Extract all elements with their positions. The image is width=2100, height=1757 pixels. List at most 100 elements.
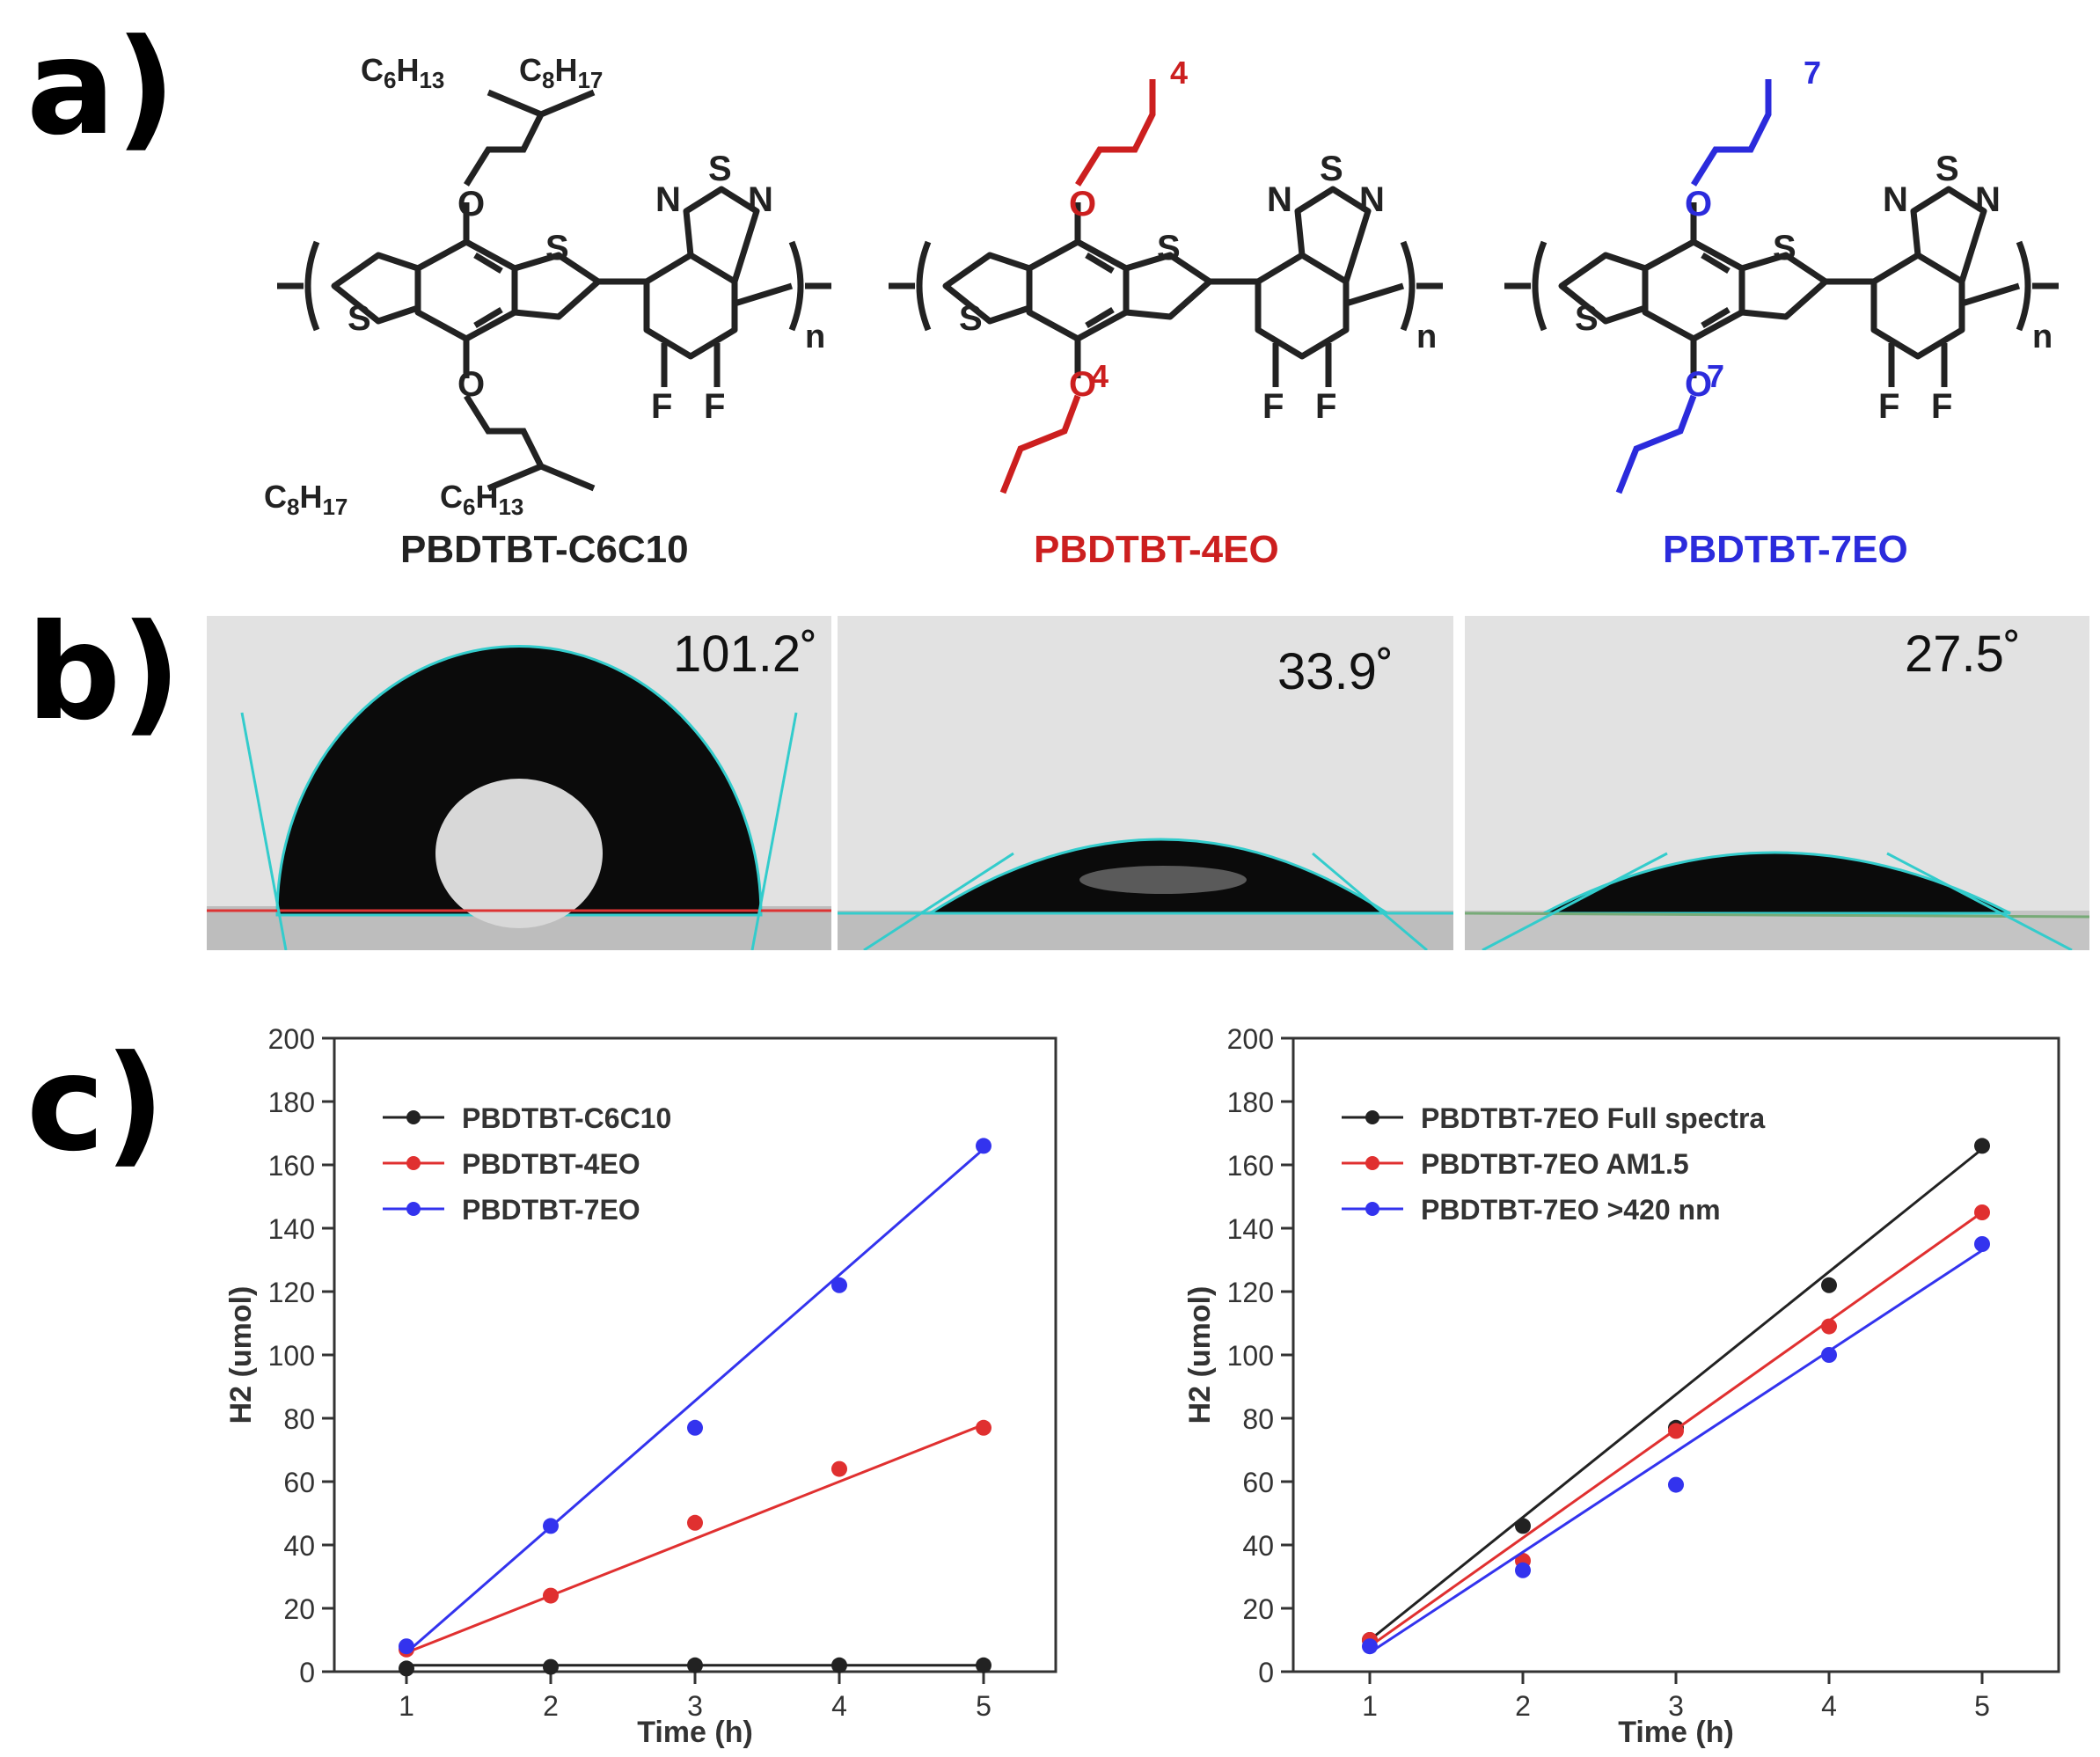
x-axis-label: Time (h) [637,1716,753,1749]
sidechain-top-left: C6H13 [361,52,444,93]
panel-label-c: c) [26,1028,165,1181]
panel-label-a: a) [26,11,176,165]
point-2-3 [831,1277,847,1293]
y-tick-label-0: 0 [1258,1657,1274,1688]
molecule-7eo [1504,79,2059,494]
atom-s-bt-2: S [1320,150,1343,188]
molecule-name-2: PBDTBT-4EO [1034,528,1279,571]
molecule-name-1: PBDTBT-C6C10 [400,528,689,571]
legend-marker-2 [406,1202,421,1216]
point-1-3 [831,1461,847,1477]
atom-f2-2: F [1315,387,1336,426]
contact-angle-value-3: 27.5˚ [1905,626,2022,683]
point-1-2 [687,1514,703,1531]
y-tick-label-7: 140 [268,1213,315,1245]
y-tick-label-9: 180 [268,1087,315,1118]
y-tick-label-6: 120 [268,1277,315,1308]
point-2-2 [1668,1476,1684,1493]
legend-marker-1 [1365,1156,1379,1170]
y-tick-label-7: 140 [1227,1213,1274,1245]
y-tick-label-2: 40 [1242,1530,1274,1562]
point-0-3 [831,1657,847,1673]
point-1-3 [1821,1318,1837,1335]
fit-line-2 [406,1147,984,1654]
legend-marker-0 [406,1110,421,1124]
point-0-1 [1515,1518,1531,1534]
atom-s-bt-3: S [1935,150,1959,188]
point-0-2 [687,1657,703,1673]
legend-marker-1 [406,1156,421,1170]
y-tick-label-10: 200 [268,1023,315,1055]
legend-label-2: PBDTBT-7EO [462,1194,640,1226]
atom-n1-1: N [655,180,681,219]
atom-s-3: S [1773,229,1796,267]
atom-s-left-1: S [348,299,371,338]
atom-n2-2: N [1359,180,1385,219]
x-axis-label: Time (h) [1618,1716,1734,1749]
plot-frame [333,1036,1057,1673]
fit-line-1 [406,1423,984,1654]
point-2-1 [1515,1562,1531,1578]
atom-s-1: S [545,229,569,267]
legend-label-2: PBDTBT-7EO >420 nm [1421,1194,1721,1226]
y-tick-label-4: 80 [283,1403,315,1435]
x-tick-label-4: 5 [1974,1690,1990,1722]
sidechain-bottom-left: C8H17 [264,479,348,520]
y-tick-label-1: 20 [1242,1593,1274,1625]
y-tick-label-3: 60 [283,1467,315,1498]
atom-n-repeat-1: n [805,318,825,355]
panel-label-b: b) [26,597,181,750]
y-axis-label: H2 (umol) [1183,1286,1217,1424]
point-2-4 [976,1138,991,1154]
x-tick-label-3: 4 [1821,1690,1837,1722]
y-axis-label: H2 (umol) [224,1286,258,1424]
point-1-4 [976,1419,991,1436]
x-tick-label-3: 4 [831,1690,847,1722]
y-tick-label-5: 100 [1227,1340,1274,1372]
atom-f2-1: F [704,387,725,426]
point-1-2 [1668,1423,1684,1439]
legend-marker-0 [1365,1110,1379,1124]
atom-n1-3: N [1883,180,1908,219]
x-tick-label-1: 2 [1515,1690,1531,1722]
point-0-0 [399,1660,414,1677]
atom-f1-1: F [651,387,672,426]
molecule-4eo [889,79,1443,494]
chart-h2-evolution-light-conditions: 0 20 40 60 80 100 120 140 160 180 200 1 2 3 4 5 Time (h)… [1183,1023,2060,1749]
contact-angle-value-1: 101.2˚ [673,626,818,683]
y-tick-label-3: 60 [1242,1467,1274,1498]
y-tick-label-9: 180 [1227,1087,1274,1118]
legend-label-0: PBDTBT-7EO Full spectra [1421,1102,1765,1134]
legend-marker-2 [1365,1202,1379,1216]
molecule-c6c10 [277,89,831,492]
atom-s-left-3: S [1575,299,1599,338]
point-2-3 [1821,1347,1837,1363]
contact-angle-image-3: 27.5˚ [1465,616,2089,950]
atom-o-bottom-2: O [1069,365,1096,404]
point-1-1 [543,1587,559,1604]
fit-line-2 [1369,1248,1983,1654]
point-2-1 [543,1518,559,1534]
point-0-1 [543,1658,559,1675]
atom-n-repeat-2: n [1416,318,1437,355]
y-tick-label-0: 0 [299,1657,315,1688]
contact-angle-value-2: 33.9˚ [1277,643,1394,700]
sidechain-bottom-right: C6H13 [440,479,523,520]
y-tick-label-5: 100 [268,1340,315,1372]
point-2-0 [399,1638,414,1655]
contact-angle-image-2: 33.9˚ [838,616,1453,950]
atom-f1-3: F [1878,387,1899,426]
repeat-count-top-3: 7 [1804,55,1821,91]
repeat-count-top-2: 4 [1170,55,1188,91]
point-2-2 [687,1419,703,1436]
point-0-3 [1821,1277,1837,1293]
atom-o-top-2: O [1069,185,1096,223]
atom-f1-2: F [1262,387,1284,426]
y-tick-label-10: 200 [1227,1023,1274,1055]
molecule-name-3: PBDTBT-7EO [1663,528,1908,571]
atom-n2-1: N [748,180,773,219]
atom-o-top-3: O [1685,185,1712,223]
point-0-4 [1974,1138,1990,1154]
atom-o-bottom-3: O [1685,365,1712,404]
legend-label-1: PBDTBT-7EO AM1.5 [1421,1148,1689,1180]
